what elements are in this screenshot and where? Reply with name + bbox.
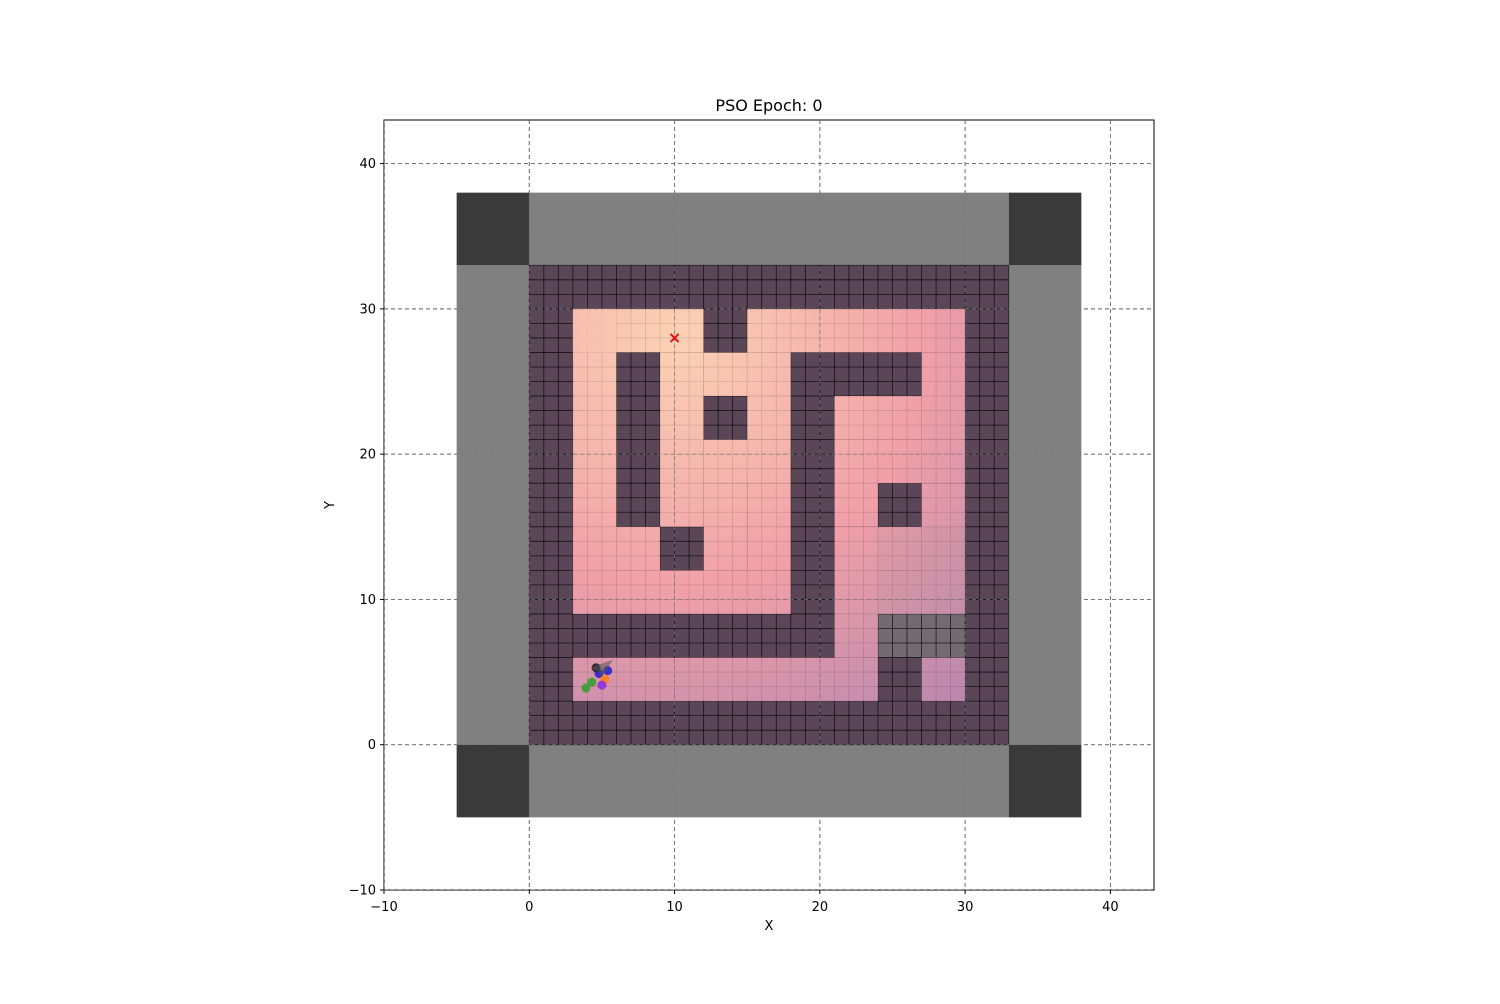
x-tick-label: −10: [370, 900, 397, 915]
corridor-tint: [616, 526, 661, 571]
x-tick-label: 40: [1102, 900, 1119, 915]
corridor-tint: [747, 396, 791, 440]
grid-overlay: [384, 120, 1154, 890]
corridor-tint: [834, 526, 878, 658]
corridor-tint: [877, 526, 922, 571]
x-axis-label: X: [765, 919, 774, 934]
corridor-tint: [572, 308, 617, 614]
corridor-tint: [877, 439, 966, 484]
axis-ticks: −10 0 10 20 30 40 −10 0 10 20 30 40: [349, 157, 1119, 915]
plot-area: [456, 192, 1082, 818]
corridor-tint: [921, 352, 966, 440]
corridor-tint: [747, 308, 966, 353]
x-tick-label: 0: [525, 900, 533, 915]
corridor-tint: [921, 483, 966, 614]
x-tick-label: 10: [666, 900, 683, 915]
corner-region-top-left: [456, 192, 530, 266]
y-tick-label: 20: [359, 448, 376, 463]
target-marker: [669, 333, 680, 343]
boundary-region-top: [529, 192, 1009, 266]
particle-point: [587, 677, 597, 687]
corridor-tint: [921, 657, 966, 702]
corridor-tint: [747, 483, 791, 571]
boundary-region-left: [456, 265, 530, 745]
y-axis-label: Y: [323, 501, 338, 510]
y-tick-label: 10: [359, 593, 376, 608]
x-tick-label: 30: [957, 900, 974, 915]
boundary-region-right: [1008, 265, 1082, 745]
y-tick-label: −10: [349, 884, 376, 899]
corridor-tint: [703, 483, 748, 571]
target-stroke: [669, 333, 680, 343]
corner-region-bottom-left: [456, 744, 530, 818]
particle-point: [581, 683, 591, 693]
x-tick-label: 20: [812, 900, 829, 915]
corridor-tint: [703, 439, 791, 484]
corner-region-bottom-right: [1008, 744, 1082, 818]
corridor-tint: [660, 352, 704, 527]
particles: [581, 659, 614, 693]
corridor-tint: [834, 396, 922, 440]
y-tick-label: 40: [359, 157, 376, 172]
particle-heading: [591, 659, 614, 676]
corridor-tint: [877, 570, 922, 614]
chart-title: PSO Epoch: 0: [715, 96, 822, 115]
boundary-region-bottom: [529, 744, 1009, 818]
y-tick-label: 30: [359, 302, 376, 317]
y-tick-label: 0: [368, 738, 376, 753]
corridor-tint: [572, 657, 878, 702]
corridor-tint: [616, 570, 791, 614]
corner-region-top-right: [1008, 192, 1082, 266]
particle-point: [597, 680, 607, 690]
corridor-tint: [703, 352, 791, 397]
corridor-tint: [834, 439, 878, 527]
